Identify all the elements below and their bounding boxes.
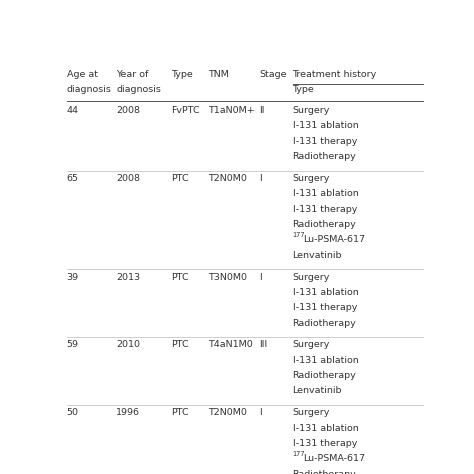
Text: 177: 177 (292, 451, 305, 457)
Text: T2N0M0: T2N0M0 (208, 174, 247, 183)
Text: T3N0M0: T3N0M0 (208, 273, 247, 282)
Text: 2013: 2013 (116, 273, 140, 282)
Text: I-131 therapy: I-131 therapy (292, 205, 357, 214)
Text: I-131 therapy: I-131 therapy (292, 137, 357, 146)
Text: Stage: Stage (259, 70, 287, 79)
Text: 177: 177 (292, 232, 305, 238)
Text: III: III (259, 340, 268, 349)
Text: PTC: PTC (171, 174, 189, 183)
Text: I-131 therapy: I-131 therapy (292, 439, 357, 448)
Text: I: I (259, 174, 262, 183)
Text: Surgery: Surgery (292, 174, 330, 183)
Text: PTC: PTC (171, 409, 189, 417)
Text: 2008: 2008 (116, 106, 140, 115)
Text: Surgery: Surgery (292, 409, 330, 417)
Text: I: I (259, 409, 262, 417)
Text: TNM: TNM (208, 70, 229, 79)
Text: diagnosis: diagnosis (66, 85, 111, 94)
Text: I-131 ablation: I-131 ablation (292, 121, 358, 130)
Text: Lu-PSMA-617: Lu-PSMA-617 (303, 455, 365, 464)
Text: Treatment history: Treatment history (292, 70, 377, 79)
Text: I: I (259, 273, 262, 282)
Text: PTC: PTC (171, 340, 189, 349)
Text: I-131 ablation: I-131 ablation (292, 356, 358, 365)
Text: 1996: 1996 (116, 409, 140, 417)
Text: FvPTC: FvPTC (171, 106, 200, 115)
Text: 2010: 2010 (116, 340, 140, 349)
Text: T2N0M0: T2N0M0 (208, 409, 247, 417)
Text: Year of: Year of (116, 70, 148, 79)
Text: Surgery: Surgery (292, 340, 330, 349)
Text: Lenvatinib: Lenvatinib (292, 251, 342, 260)
Text: 44: 44 (66, 106, 79, 115)
Text: I-131 ablation: I-131 ablation (292, 424, 358, 433)
Text: T4aN1M0: T4aN1M0 (208, 340, 253, 349)
Text: Type: Type (171, 70, 193, 79)
Text: Radiotherapy: Radiotherapy (292, 319, 356, 328)
Text: I-131 ablation: I-131 ablation (292, 288, 358, 297)
Text: II: II (259, 106, 265, 115)
Text: Radiotherapy: Radiotherapy (292, 470, 356, 474)
Text: Age at: Age at (66, 70, 98, 79)
Text: Surgery: Surgery (292, 106, 330, 115)
Text: Radiotherapy: Radiotherapy (292, 152, 356, 161)
Text: 59: 59 (66, 340, 79, 349)
Text: T1aN0M+: T1aN0M+ (208, 106, 255, 115)
Text: diagnosis: diagnosis (116, 85, 161, 94)
Text: 39: 39 (66, 273, 79, 282)
Text: Radiotherapy: Radiotherapy (292, 371, 356, 380)
Text: I-131 ablation: I-131 ablation (292, 190, 358, 198)
Text: 65: 65 (66, 174, 79, 183)
Text: Lenvatinib: Lenvatinib (292, 386, 342, 395)
Text: 2008: 2008 (116, 174, 140, 183)
Text: Type: Type (292, 85, 314, 94)
Text: 50: 50 (66, 409, 79, 417)
Text: Lu-PSMA-617: Lu-PSMA-617 (303, 236, 365, 245)
Text: I-131 therapy: I-131 therapy (292, 303, 357, 312)
Text: Surgery: Surgery (292, 273, 330, 282)
Text: PTC: PTC (171, 273, 189, 282)
Text: Radiotherapy: Radiotherapy (292, 220, 356, 229)
